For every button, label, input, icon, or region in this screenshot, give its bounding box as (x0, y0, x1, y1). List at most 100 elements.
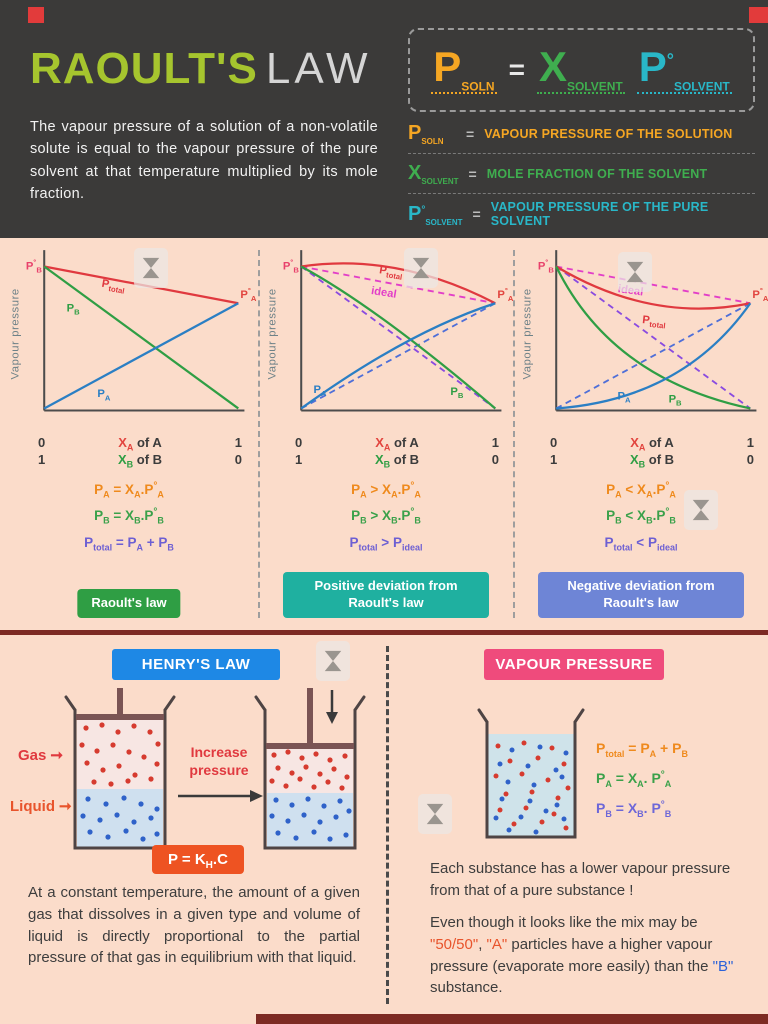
panel-separator (258, 250, 260, 618)
legend-equals: = (472, 206, 481, 222)
panel-negative-deviation: Vapour pressure ideal Ptotal PA PB P°B P… (518, 244, 768, 626)
pb-pure-label: P°B (283, 257, 300, 274)
liquid-particles (80, 795, 160, 842)
pressure-arrow (178, 790, 263, 802)
raoults-law-graph: Vapour pressure Ptotal PB PA P°B P°A (10, 250, 257, 412)
intro-paragraph: The vapour pressure of a solution of a n… (30, 119, 378, 203)
equation-pa: PA = XA. P°A (596, 769, 672, 789)
equation-pb: PB = XB. P°B (596, 799, 672, 819)
equals-sign: = (508, 54, 525, 85)
piston-plate (76, 714, 164, 720)
title-law: LAW (265, 44, 372, 93)
vapour-equations: Ptotal = PA + PB PA = XA. P°A PB = XB. P… (596, 740, 760, 830)
henrys-law-diagram (64, 688, 366, 850)
graphs-section: Vapour pressure Ptotal PB PA P°B P°A 0 XA… (0, 238, 768, 630)
p-pure-solvent-symbol: P°SOLVENT (636, 43, 732, 94)
legend-row-psolvent: P°SOLVENT = VAPOUR PRESSURE OF THE PURE … (408, 194, 755, 234)
equation-ptotal: Ptotal = PA + PB (596, 740, 688, 759)
pa-curve-label: PA (313, 384, 326, 398)
equation-pa: PA > XA.P°A (351, 480, 421, 500)
henrys-law-paragraph: At a constant temperature, the amount of… (28, 884, 360, 967)
equation-ptotal: Ptotal < Pideal (604, 534, 678, 553)
y-axis-label: Vapour pressure (10, 288, 22, 379)
equations-block: PA < XA.P°A PB < XB.P°B Ptotal < Pideal (518, 477, 764, 556)
equation-pb: PB > XB.P°B (351, 506, 421, 526)
container-high-pressure (254, 688, 366, 850)
increase-pressure-label: Increase pressure (189, 744, 249, 778)
header-section: RAOULT'S LAW The vapour pressure of a sol… (0, 0, 768, 238)
pa-pure-label: P°A (240, 286, 257, 303)
red-accent-left (28, 7, 44, 23)
positive-deviation-graph: Vapour pressure Ptotal ideal PA PB P°B P… (267, 250, 514, 412)
title-raoults: RAOULT'S (30, 44, 258, 93)
panel-raoults-law: Vapour pressure Ptotal PB PA P°B P°A 0 XA… (6, 244, 257, 626)
x-solvent-symbol: XSOLVENT (536, 43, 625, 94)
legend-symbol: XSOLVENT (408, 162, 459, 186)
watermark-logo (618, 252, 652, 292)
panel-separator (513, 250, 515, 618)
watermark-logo (134, 248, 168, 288)
equation-pb: PB < XB.P°B (606, 506, 676, 526)
gas-label: Gas ➞ (18, 747, 63, 764)
negative-deviation-graph: Vapour pressure ideal Ptotal PA PB P°B P… (522, 250, 768, 412)
ideal-label: ideal (370, 285, 397, 301)
ptotal-curve-label: Ptotal (100, 278, 126, 296)
formula-box: PSOLN = XSOLVENT P°SOLVENT (408, 28, 755, 112)
equation-pa: PA < XA.P°A (606, 480, 676, 500)
watermark-logo (316, 641, 350, 681)
push-down-arrow (326, 690, 338, 724)
pb-curve-label: PB (450, 386, 463, 400)
pb-pure-label: P°B (26, 257, 43, 274)
legend-text: VAPOUR PRESSURE OF THE SOLUTION (484, 126, 733, 141)
badge-raoults-law: Raoult's law (77, 589, 181, 618)
gas-particles (79, 722, 161, 787)
legend-equals: = (468, 165, 477, 182)
p-soln-symbol: PSOLN (431, 43, 497, 94)
henrys-law-header: HENRY'S LAW (112, 649, 280, 680)
y-axis-label: Vapour pressure (522, 288, 534, 379)
page-title: RAOULT'S LAW (30, 44, 372, 94)
pa-curve-label: PA (618, 390, 631, 404)
piston-plate (266, 743, 354, 749)
panel-positive-deviation: Vapour pressure Ptotal ideal PA PB P°B P… (263, 244, 514, 626)
y-axis-label: Vapour pressure (267, 288, 279, 379)
a-particles (493, 740, 571, 831)
pa-curve-label: PA (97, 388, 110, 402)
vapour-paragraph-1: Each substance has a lower vapour pressu… (430, 860, 731, 899)
equation-ptotal: Ptotal > Pideal (349, 534, 423, 553)
ptotal-curve-label: Ptotal (641, 314, 666, 330)
bottom-accent-bar (256, 1014, 768, 1024)
mixture-beaker (477, 708, 585, 839)
gas-particles (269, 749, 350, 791)
watermark-logo (418, 794, 452, 834)
b-particles (493, 744, 569, 835)
pb-curve-label: PB (669, 393, 682, 407)
liquid-label: Liquid ➞ (10, 798, 72, 815)
watermark-logo (404, 248, 438, 288)
badge-negative-deviation: Negative deviation from Raoult's law (538, 572, 744, 618)
red-accent-right (749, 7, 768, 23)
pb-curve-label: PB (67, 302, 80, 316)
ptotal-curve-label: Ptotal (378, 264, 404, 282)
legend-text: VAPOUR PRESSURE OF THE PURE SOLVENT (490, 200, 709, 228)
section-divider (0, 630, 768, 635)
legend-row-psoln: PSOLN = VAPOUR PRESSURE OF THE SOLUTION (408, 114, 755, 154)
legend-symbol: PSOLN (408, 122, 444, 146)
vapour-pressure-header: VAPOUR PRESSURE (484, 649, 664, 680)
liquid-arrow-icon: ➞ (59, 798, 72, 815)
equation-pa: PA = XA.P°A (94, 480, 164, 500)
equations-block: PA > XA.P°A PB > XB.P°B Ptotal > Pideal (263, 477, 509, 556)
pa-pure-label: P°A (497, 286, 514, 303)
badge-positive-deviation: Positive deviation from Raoult's law (283, 572, 489, 618)
legend-text: MOLE FRACTION OF THE SOLVENT (486, 166, 708, 181)
formula-legend: PSOLN = VAPOUR PRESSURE OF THE SOLUTION … (408, 114, 755, 234)
piston-rod (307, 688, 313, 746)
container-low-pressure (64, 688, 176, 850)
liquid-particles (269, 796, 352, 842)
equations-block: PA = XA.P°A PB = XB.P°B Ptotal = PA + PB (6, 477, 252, 556)
